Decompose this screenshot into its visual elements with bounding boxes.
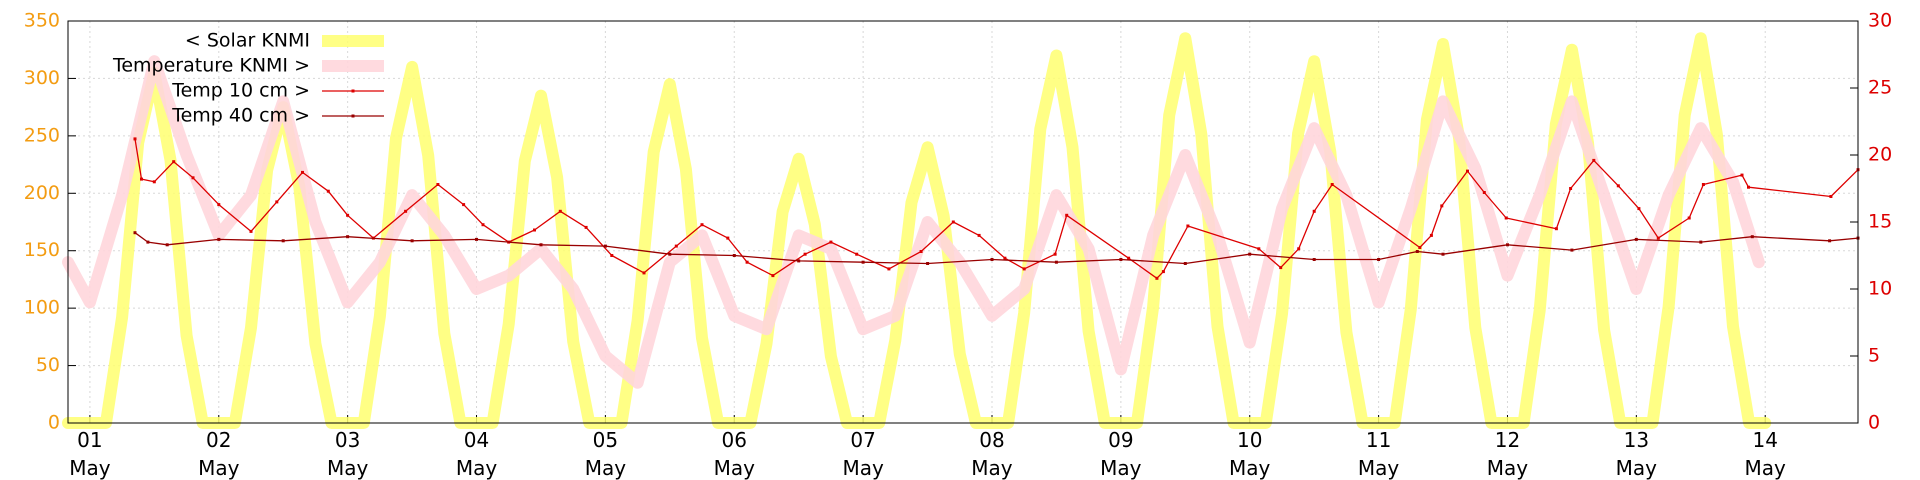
y2-tick-label: 5: [1868, 345, 1880, 367]
plot-frame: [67, 20, 1859, 424]
x-tick-label: 02 May: [198, 428, 240, 480]
x-tick-label: 12 May: [1486, 428, 1529, 480]
y-tick-label: 0: [48, 412, 60, 434]
legend-label: Temp 10 cm >: [171, 80, 310, 102]
x-tick-label: 01 May: [69, 428, 111, 480]
y-tick-label: 200: [24, 182, 60, 204]
y-tick-label: 300: [24, 67, 60, 89]
y2-tick-label: 10: [1868, 278, 1892, 300]
x-tick-label: 13 May: [1615, 428, 1658, 480]
x-tick-label: 08 May: [971, 428, 1013, 480]
y-tick-label: 350: [24, 10, 60, 32]
x-tick-label: 09 May: [1100, 428, 1142, 480]
x-tick-label: 10 May: [1229, 428, 1271, 480]
x-tick-label: 14 May: [1744, 428, 1786, 480]
x-tick-label: 03 May: [326, 428, 369, 480]
y2-tick-label: 25: [1868, 77, 1892, 99]
y-tick-label: 150: [24, 239, 60, 261]
y2-tick-label: 15: [1868, 211, 1892, 233]
series-line: [133, 231, 1860, 265]
y2-tick-label: 30: [1868, 10, 1892, 32]
x-tick-label: 04 May: [455, 428, 498, 480]
y2-tick-label: 20: [1868, 144, 1892, 166]
y-tick-label: 50: [36, 354, 60, 376]
y-tick-label: 250: [24, 124, 60, 146]
legend-label: Temperature KNMI >: [112, 55, 310, 77]
x-tick-label: 11 May: [1357, 428, 1400, 480]
y2-tick-label: 0: [1868, 412, 1880, 434]
x-tick-label: 06 May: [713, 428, 755, 480]
x-tick-label: 05 May: [584, 428, 627, 480]
legend-label: < Solar KNMI: [185, 30, 310, 52]
legend-label: Temp 40 cm >: [171, 105, 310, 127]
series-line: [133, 137, 1860, 280]
x-tick-label: 07 May: [842, 428, 884, 480]
y-tick-label: 100: [24, 297, 60, 319]
